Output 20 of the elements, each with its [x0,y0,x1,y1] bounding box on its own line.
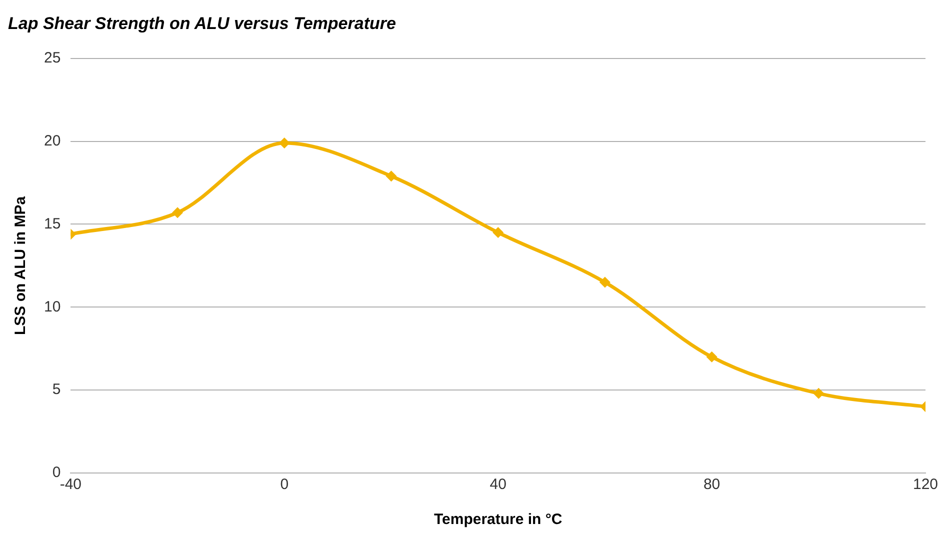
point [386,170,397,182]
x-tick-label: -40 [60,476,82,494]
y-axis-title: LSS on ALU in MPa [12,196,30,336]
chart-title: Lap Shear Strength on ALU versus Temperature [8,14,396,33]
x-axis-title: Temperature in °C [434,511,562,528]
point [172,207,184,218]
point [599,276,610,288]
point [706,351,718,362]
y-tick-label: 0 [52,464,61,482]
point [492,227,504,238]
x-tick-label: 0 [280,476,289,494]
y-tick-label: 20 [44,132,61,150]
x-tick-label: 120 [912,476,938,494]
y-tick-label: 5 [52,381,61,398]
y-tick-label: 25 [44,50,61,67]
y-tick-label: 10 [44,298,61,316]
point [813,388,824,399]
x-tick-label: 40 [490,476,506,494]
y-tick-label: 15 [44,215,61,232]
x-tick-label: 80 [703,476,720,494]
